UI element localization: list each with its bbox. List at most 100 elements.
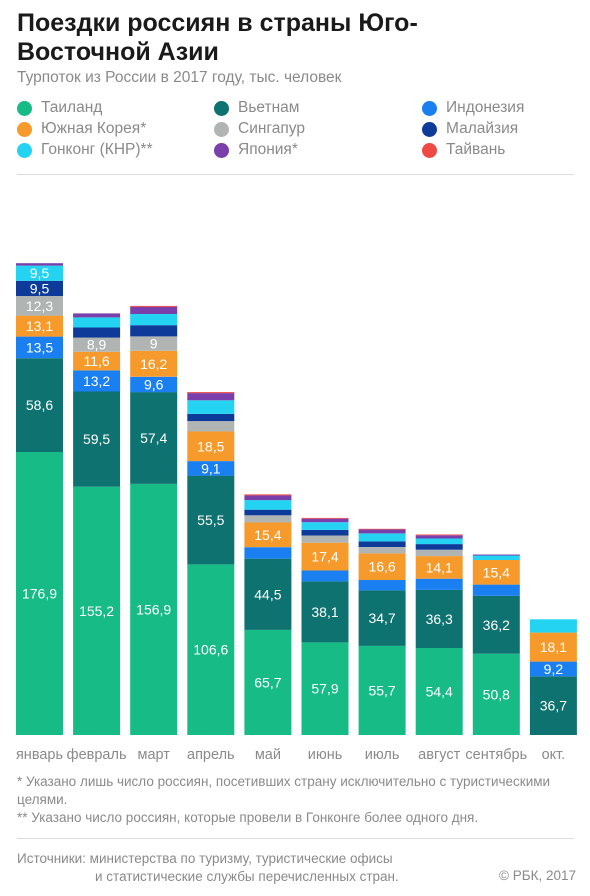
- data-label: 156,9: [136, 602, 171, 618]
- bar-segment-малайзия-май: [244, 509, 292, 516]
- data-label: 9,1: [201, 460, 221, 476]
- bar-segment-тайвань-май: [244, 494, 292, 496]
- bar-segment-гонконг-кнр-июнь: [301, 522, 349, 530]
- bar-segment-индонезия-сентябрь: [472, 584, 520, 596]
- bar-segment-индонезия-июнь: [301, 570, 349, 582]
- data-label: 106,6: [193, 642, 228, 658]
- bar-segment-южная-корея-сентябрь: [472, 560, 520, 585]
- legend-item-малайзия: Малайзия: [422, 120, 518, 138]
- bar-segment-южная-корея-март: [130, 350, 178, 377]
- footnotes: * Указано лишь число россиян, посетивших…: [17, 773, 577, 827]
- bar-segment-вьетнам-февраль: [73, 391, 121, 487]
- bar-segment-вьетнам-август: [415, 589, 463, 648]
- data-label: 17,4: [311, 549, 338, 565]
- bar-segment-гонконг-кнр-апрель: [187, 400, 235, 414]
- data-label: 13,2: [83, 373, 110, 389]
- bar-segment-вьетнам-январь: [16, 358, 63, 452]
- data-label: 54,4: [426, 684, 453, 700]
- legend-swatch: [422, 121, 437, 137]
- legend-item-гонконг-кнр: Гонконг (КНР)**: [17, 141, 153, 159]
- data-label: 9,5: [30, 265, 50, 281]
- bar-segment-тайвань-июнь: [301, 517, 349, 519]
- bar-segment-тайвань-март: [130, 305, 178, 307]
- legend-swatch: [422, 142, 437, 158]
- x-tick-label: май: [255, 747, 281, 763]
- bar-segment-сингапур-январь: [16, 296, 63, 316]
- data-label: 55,7: [368, 682, 395, 698]
- bar-segment-таиланд-февраль: [73, 486, 121, 735]
- bar-segment-индонезия-окт: [529, 661, 577, 677]
- bar-segment-вьетнам-окт: [529, 676, 577, 735]
- bar-segment-сингапур-июль: [358, 547, 406, 554]
- legend-label: Сингапур: [238, 120, 305, 137]
- bar-segment-вьетнам-апрель: [187, 475, 235, 565]
- bar-segment-таиланд-июль: [358, 645, 406, 735]
- data-label: 57,4: [140, 430, 167, 446]
- bar-segment-индонезия-январь: [16, 336, 63, 359]
- x-tick-label: февраль: [67, 747, 127, 763]
- bar-segment-индонезия-август: [415, 578, 463, 590]
- bar-segment-южная-корея-февраль: [73, 351, 121, 371]
- data-label: 38,1: [311, 604, 338, 620]
- divider-bottom: [17, 838, 574, 839]
- data-label: 59,5: [83, 431, 110, 447]
- chart-subtitle: Турпоток из России в 2017 году, тыс. чел…: [17, 69, 342, 86]
- bar-segment-таиланд-май: [244, 629, 292, 735]
- x-tick-label: июль: [365, 747, 400, 763]
- data-label: 44,5: [254, 586, 281, 602]
- data-label: 176,9: [22, 586, 57, 602]
- x-tick-label: сентябрь: [465, 747, 527, 763]
- bar-segment-таиланд-июнь: [301, 642, 349, 735]
- bar-segment-гонконг-кнр-июль: [358, 533, 406, 542]
- data-label: 58,6: [26, 397, 53, 413]
- data-label: 12,3: [26, 298, 53, 314]
- chart-title: Поездки россиян в страны Юго-Восточной А…: [17, 9, 418, 66]
- bar-segment-япония-сентябрь: [472, 554, 520, 556]
- bar-segment-таиланд-август: [415, 648, 463, 735]
- x-tick-label: июнь: [308, 747, 343, 763]
- x-tick-label: январь: [16, 747, 63, 763]
- bar-segment-индонезия-февраль: [73, 370, 121, 392]
- bar-segment-южная-корея-май: [244, 522, 292, 548]
- data-label: 34,7: [368, 610, 395, 626]
- legend-swatch: [214, 121, 229, 137]
- legend-swatch: [17, 142, 32, 158]
- bar-segment-тайвань-август: [415, 534, 463, 536]
- data-label: 55,5: [197, 512, 224, 528]
- bar-segment-малайзия-февраль: [73, 327, 121, 338]
- data-label: 13,1: [26, 318, 53, 334]
- data-label: 8,9: [87, 337, 107, 353]
- bar-segment-гонконг-кнр-март: [130, 314, 178, 326]
- bar-segment-индонезия-апрель: [187, 461, 235, 476]
- bar-segment-япония-апрель: [187, 393, 235, 401]
- data-label: 16,6: [368, 559, 395, 575]
- bar-segment-малайзия-март: [130, 325, 178, 337]
- data-label: 36,2: [483, 617, 510, 633]
- bar-segment-малайзия-январь: [16, 280, 63, 296]
- sources: Источники: министерства по туризму, тури…: [17, 850, 447, 886]
- bar-segment-сингапур-май: [244, 515, 292, 523]
- x-tick-label: август: [418, 747, 460, 763]
- data-label: 9,5: [30, 280, 50, 296]
- legend-swatch: [214, 100, 229, 116]
- bar-segment-южная-корея-окт: [529, 632, 577, 662]
- legend: Таиланд Вьетнам Индонезия Южная Корея* Синга…: [17, 99, 577, 163]
- data-label: 50,8: [483, 686, 510, 702]
- data-label: 65,7: [254, 674, 281, 690]
- bar-segment-вьетнам-март: [130, 392, 178, 484]
- footnote-1: * Указано лишь число россиян, посетивших…: [17, 774, 551, 807]
- legend-item-япония: Япония*: [214, 141, 298, 159]
- bar-segment-гонконг-кнр-окт: [529, 619, 577, 633]
- legend-swatch: [17, 100, 32, 116]
- bar-segment-тайвань-июль: [358, 528, 406, 530]
- data-label: 18,5: [197, 438, 224, 454]
- legend-label: Тайвань: [446, 141, 506, 158]
- bar-segment-южная-корея-апрель: [187, 431, 235, 462]
- bar-segment-япония-январь: [16, 263, 63, 266]
- bar-segment-сингапур-апрель: [187, 421, 235, 432]
- bar-segment-сингапур-август: [415, 549, 463, 557]
- bar-segment-малайзия-апрель: [187, 413, 235, 422]
- bar-segment-южная-корея-январь: [16, 315, 63, 337]
- bar-segment-таиланд-апрель: [187, 564, 235, 735]
- bar-segment-тайвань-апрель: [187, 392, 235, 394]
